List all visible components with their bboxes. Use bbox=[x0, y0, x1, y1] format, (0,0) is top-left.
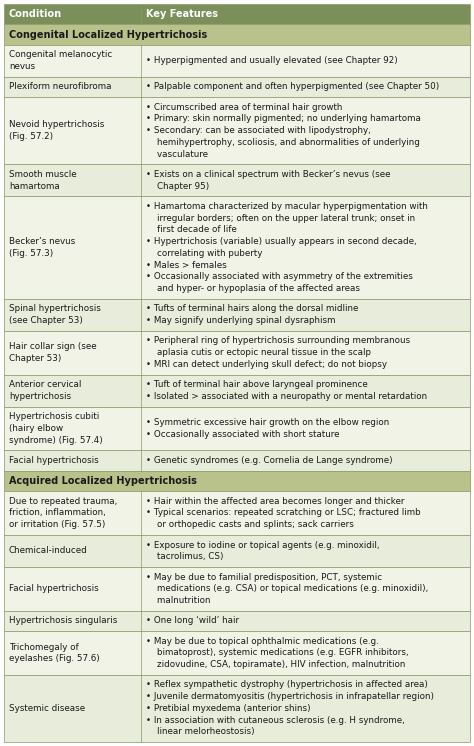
Text: • Symmetric excessive hair growth on the elbow region: • Symmetric excessive hair growth on the… bbox=[146, 418, 390, 427]
Text: • Secondary: can be associated with lipodystrophy,: • Secondary: can be associated with lipo… bbox=[146, 126, 371, 135]
Text: • May be due to familial predisposition, PCT, systemic: • May be due to familial predisposition,… bbox=[146, 573, 383, 582]
Text: Hypertrichosis singularis: Hypertrichosis singularis bbox=[9, 616, 118, 625]
Text: • May signify underlying spinal dysraphism: • May signify underlying spinal dysraphi… bbox=[146, 316, 336, 325]
Text: Nevoid hypertrichosis: Nevoid hypertrichosis bbox=[9, 120, 104, 129]
Bar bbox=[4, 567, 470, 611]
Text: • Tuft of terminal hair above laryngeal prominence: • Tuft of terminal hair above laryngeal … bbox=[146, 380, 368, 389]
Text: and hyper- or hypoplasia of the affected areas: and hyper- or hypoplasia of the affected… bbox=[146, 284, 360, 293]
Text: Anterior cervical: Anterior cervical bbox=[9, 380, 82, 389]
Text: • Pretibial myxedema (anterior shins): • Pretibial myxedema (anterior shins) bbox=[146, 704, 311, 713]
Text: Plexiform neurofibroma: Plexiform neurofibroma bbox=[9, 82, 111, 92]
Text: Key Features: Key Features bbox=[146, 9, 219, 19]
Text: • Occasionally associated with short stature: • Occasionally associated with short sta… bbox=[146, 430, 340, 439]
Text: • Tufts of terminal hairs along the dorsal midline: • Tufts of terminal hairs along the dors… bbox=[146, 304, 359, 313]
Text: • Primary: skin normally pigmented; no underlying hamartoma: • Primary: skin normally pigmented; no u… bbox=[146, 114, 421, 124]
Text: Acquired Localized Hypertrichosis: Acquired Localized Hypertrichosis bbox=[9, 476, 197, 486]
Bar bbox=[4, 97, 470, 164]
Text: (Fig. 57.3): (Fig. 57.3) bbox=[9, 249, 53, 258]
Text: • Hair within the affected area becomes longer and thicker: • Hair within the affected area becomes … bbox=[146, 497, 405, 506]
Text: or irritation (Fig. 57.5): or irritation (Fig. 57.5) bbox=[9, 520, 105, 529]
Text: nevus: nevus bbox=[9, 62, 35, 71]
Bar bbox=[4, 4, 470, 25]
Text: Systemic disease: Systemic disease bbox=[9, 704, 85, 713]
Text: Facial hypertrichosis: Facial hypertrichosis bbox=[9, 456, 99, 465]
Bar bbox=[4, 611, 470, 631]
Bar bbox=[4, 374, 470, 407]
Text: zidovudine, CSA, topiramate), HIV infection, malnutrition: zidovudine, CSA, topiramate), HIV infect… bbox=[146, 660, 406, 669]
Bar bbox=[4, 164, 470, 196]
Text: Trichomegaly of: Trichomegaly of bbox=[9, 642, 79, 651]
Text: tacrolimus, CS): tacrolimus, CS) bbox=[146, 552, 224, 561]
Text: • MRI can detect underlying skull defect; do not biopsy: • MRI can detect underlying skull defect… bbox=[146, 360, 387, 369]
Text: medications (e.g. CSA) or topical medications (e.g. minoxidil),: medications (e.g. CSA) or topical medica… bbox=[146, 584, 428, 593]
Text: • Genetic syndromes (e.g. Cornelia de Lange syndrome): • Genetic syndromes (e.g. Cornelia de La… bbox=[146, 456, 393, 465]
Text: Hypertrichosis cubiti: Hypertrichosis cubiti bbox=[9, 413, 99, 421]
Text: malnutrition: malnutrition bbox=[146, 596, 211, 605]
Text: first decade of life: first decade of life bbox=[146, 225, 237, 234]
Text: • Hypertrichosis (variable) usually appears in second decade,: • Hypertrichosis (variable) usually appe… bbox=[146, 237, 417, 246]
Text: • Palpable component and often hyperpigmented (see Chapter 50): • Palpable component and often hyperpigm… bbox=[146, 82, 440, 92]
Bar bbox=[4, 451, 470, 471]
Bar bbox=[4, 407, 470, 451]
Bar bbox=[4, 491, 470, 535]
Text: Becker’s nevus: Becker’s nevus bbox=[9, 237, 75, 246]
Text: • Occasionally associated with asymmetry of the extremities: • Occasionally associated with asymmetry… bbox=[146, 272, 413, 281]
Text: Hair collar sign (see: Hair collar sign (see bbox=[9, 342, 97, 351]
Text: • One long ‘wild’ hair: • One long ‘wild’ hair bbox=[146, 616, 239, 625]
Bar bbox=[4, 25, 470, 45]
Text: syndrome) (Fig. 57.4): syndrome) (Fig. 57.4) bbox=[9, 436, 103, 445]
Text: hamartoma: hamartoma bbox=[9, 182, 60, 191]
Text: (hairy elbow: (hairy elbow bbox=[9, 424, 63, 433]
Text: • Typical scenarios: repeated scratching or LSC; fractured limb: • Typical scenarios: repeated scratching… bbox=[146, 509, 421, 518]
Text: Congenital Localized Hypertrichosis: Congenital Localized Hypertrichosis bbox=[9, 30, 207, 40]
Text: linear melorheostosis): linear melorheostosis) bbox=[146, 727, 255, 736]
Text: or orthopedic casts and splints; sack carriers: or orthopedic casts and splints; sack ca… bbox=[146, 520, 355, 529]
Text: • Reflex sympathetic dystrophy (hypertrichosis in affected area): • Reflex sympathetic dystrophy (hypertri… bbox=[146, 680, 428, 689]
Text: • Isolated > associated with a neuropathy or mental retardation: • Isolated > associated with a neuropath… bbox=[146, 392, 428, 401]
Text: • May be due to topical ophthalmic medications (e.g.: • May be due to topical ophthalmic medic… bbox=[146, 636, 379, 646]
Text: Chapter 53): Chapter 53) bbox=[9, 354, 61, 363]
Text: • Exists on a clinical spectrum with Becker’s nevus (see: • Exists on a clinical spectrum with Bec… bbox=[146, 170, 391, 179]
Text: • Exposure to iodine or topical agents (e.g. minoxidil,: • Exposure to iodine or topical agents (… bbox=[146, 541, 380, 550]
Bar bbox=[4, 45, 470, 77]
Text: aplasia cutis or ectopic neural tissue in the scalp: aplasia cutis or ectopic neural tissue i… bbox=[146, 348, 372, 357]
Text: hemihypertrophy, scoliosis, and abnormalities of underlying: hemihypertrophy, scoliosis, and abnormal… bbox=[146, 138, 420, 147]
Text: eyelashes (Fig. 57.6): eyelashes (Fig. 57.6) bbox=[9, 654, 100, 663]
Bar bbox=[4, 77, 470, 97]
Text: (see Chapter 53): (see Chapter 53) bbox=[9, 316, 83, 325]
Text: irregular borders; often on the upper lateral trunk; onset in: irregular borders; often on the upper la… bbox=[146, 214, 416, 223]
Text: correlating with puberty: correlating with puberty bbox=[146, 249, 263, 258]
Text: vasculature: vasculature bbox=[146, 150, 209, 159]
Text: friction, inflammation,: friction, inflammation, bbox=[9, 509, 106, 518]
Text: • Circumscribed area of terminal hair growth: • Circumscribed area of terminal hair gr… bbox=[146, 103, 343, 112]
Bar bbox=[4, 631, 470, 675]
Text: Chapter 95): Chapter 95) bbox=[146, 182, 210, 191]
Text: • Hyperpigmented and usually elevated (see Chapter 92): • Hyperpigmented and usually elevated (s… bbox=[146, 56, 398, 65]
Text: • Peripheral ring of hypertrichosis surrounding membranous: • Peripheral ring of hypertrichosis surr… bbox=[146, 336, 410, 345]
Text: Spinal hypertrichosis: Spinal hypertrichosis bbox=[9, 304, 101, 313]
Text: Facial hypertrichosis: Facial hypertrichosis bbox=[9, 584, 99, 593]
Text: • Males > females: • Males > females bbox=[146, 260, 227, 269]
Bar bbox=[4, 675, 470, 742]
Text: Condition: Condition bbox=[9, 9, 62, 19]
Bar bbox=[4, 471, 470, 491]
Text: Smooth muscle: Smooth muscle bbox=[9, 170, 77, 179]
Bar bbox=[4, 535, 470, 567]
Text: Due to repeated trauma,: Due to repeated trauma, bbox=[9, 497, 117, 506]
Bar bbox=[4, 298, 470, 330]
Text: • Hamartoma characterized by macular hyperpigmentation with: • Hamartoma characterized by macular hyp… bbox=[146, 202, 428, 211]
Text: • Juvenile dermatomyositis (hypertrichosis in infrapatellar region): • Juvenile dermatomyositis (hypertrichos… bbox=[146, 692, 435, 701]
Text: hypertrichosis: hypertrichosis bbox=[9, 392, 71, 401]
Text: • In association with cutaneous sclerosis (e.g. H syndrome,: • In association with cutaneous sclerosi… bbox=[146, 715, 405, 724]
Bar bbox=[4, 330, 470, 374]
Text: Chemical-induced: Chemical-induced bbox=[9, 546, 88, 555]
Text: (Fig. 57.2): (Fig. 57.2) bbox=[9, 132, 53, 141]
Bar bbox=[4, 196, 470, 298]
Text: bimatoprost), systemic medications (e.g. EGFR inhibitors,: bimatoprost), systemic medications (e.g.… bbox=[146, 648, 409, 657]
Text: Congenital melanocytic: Congenital melanocytic bbox=[9, 51, 112, 60]
